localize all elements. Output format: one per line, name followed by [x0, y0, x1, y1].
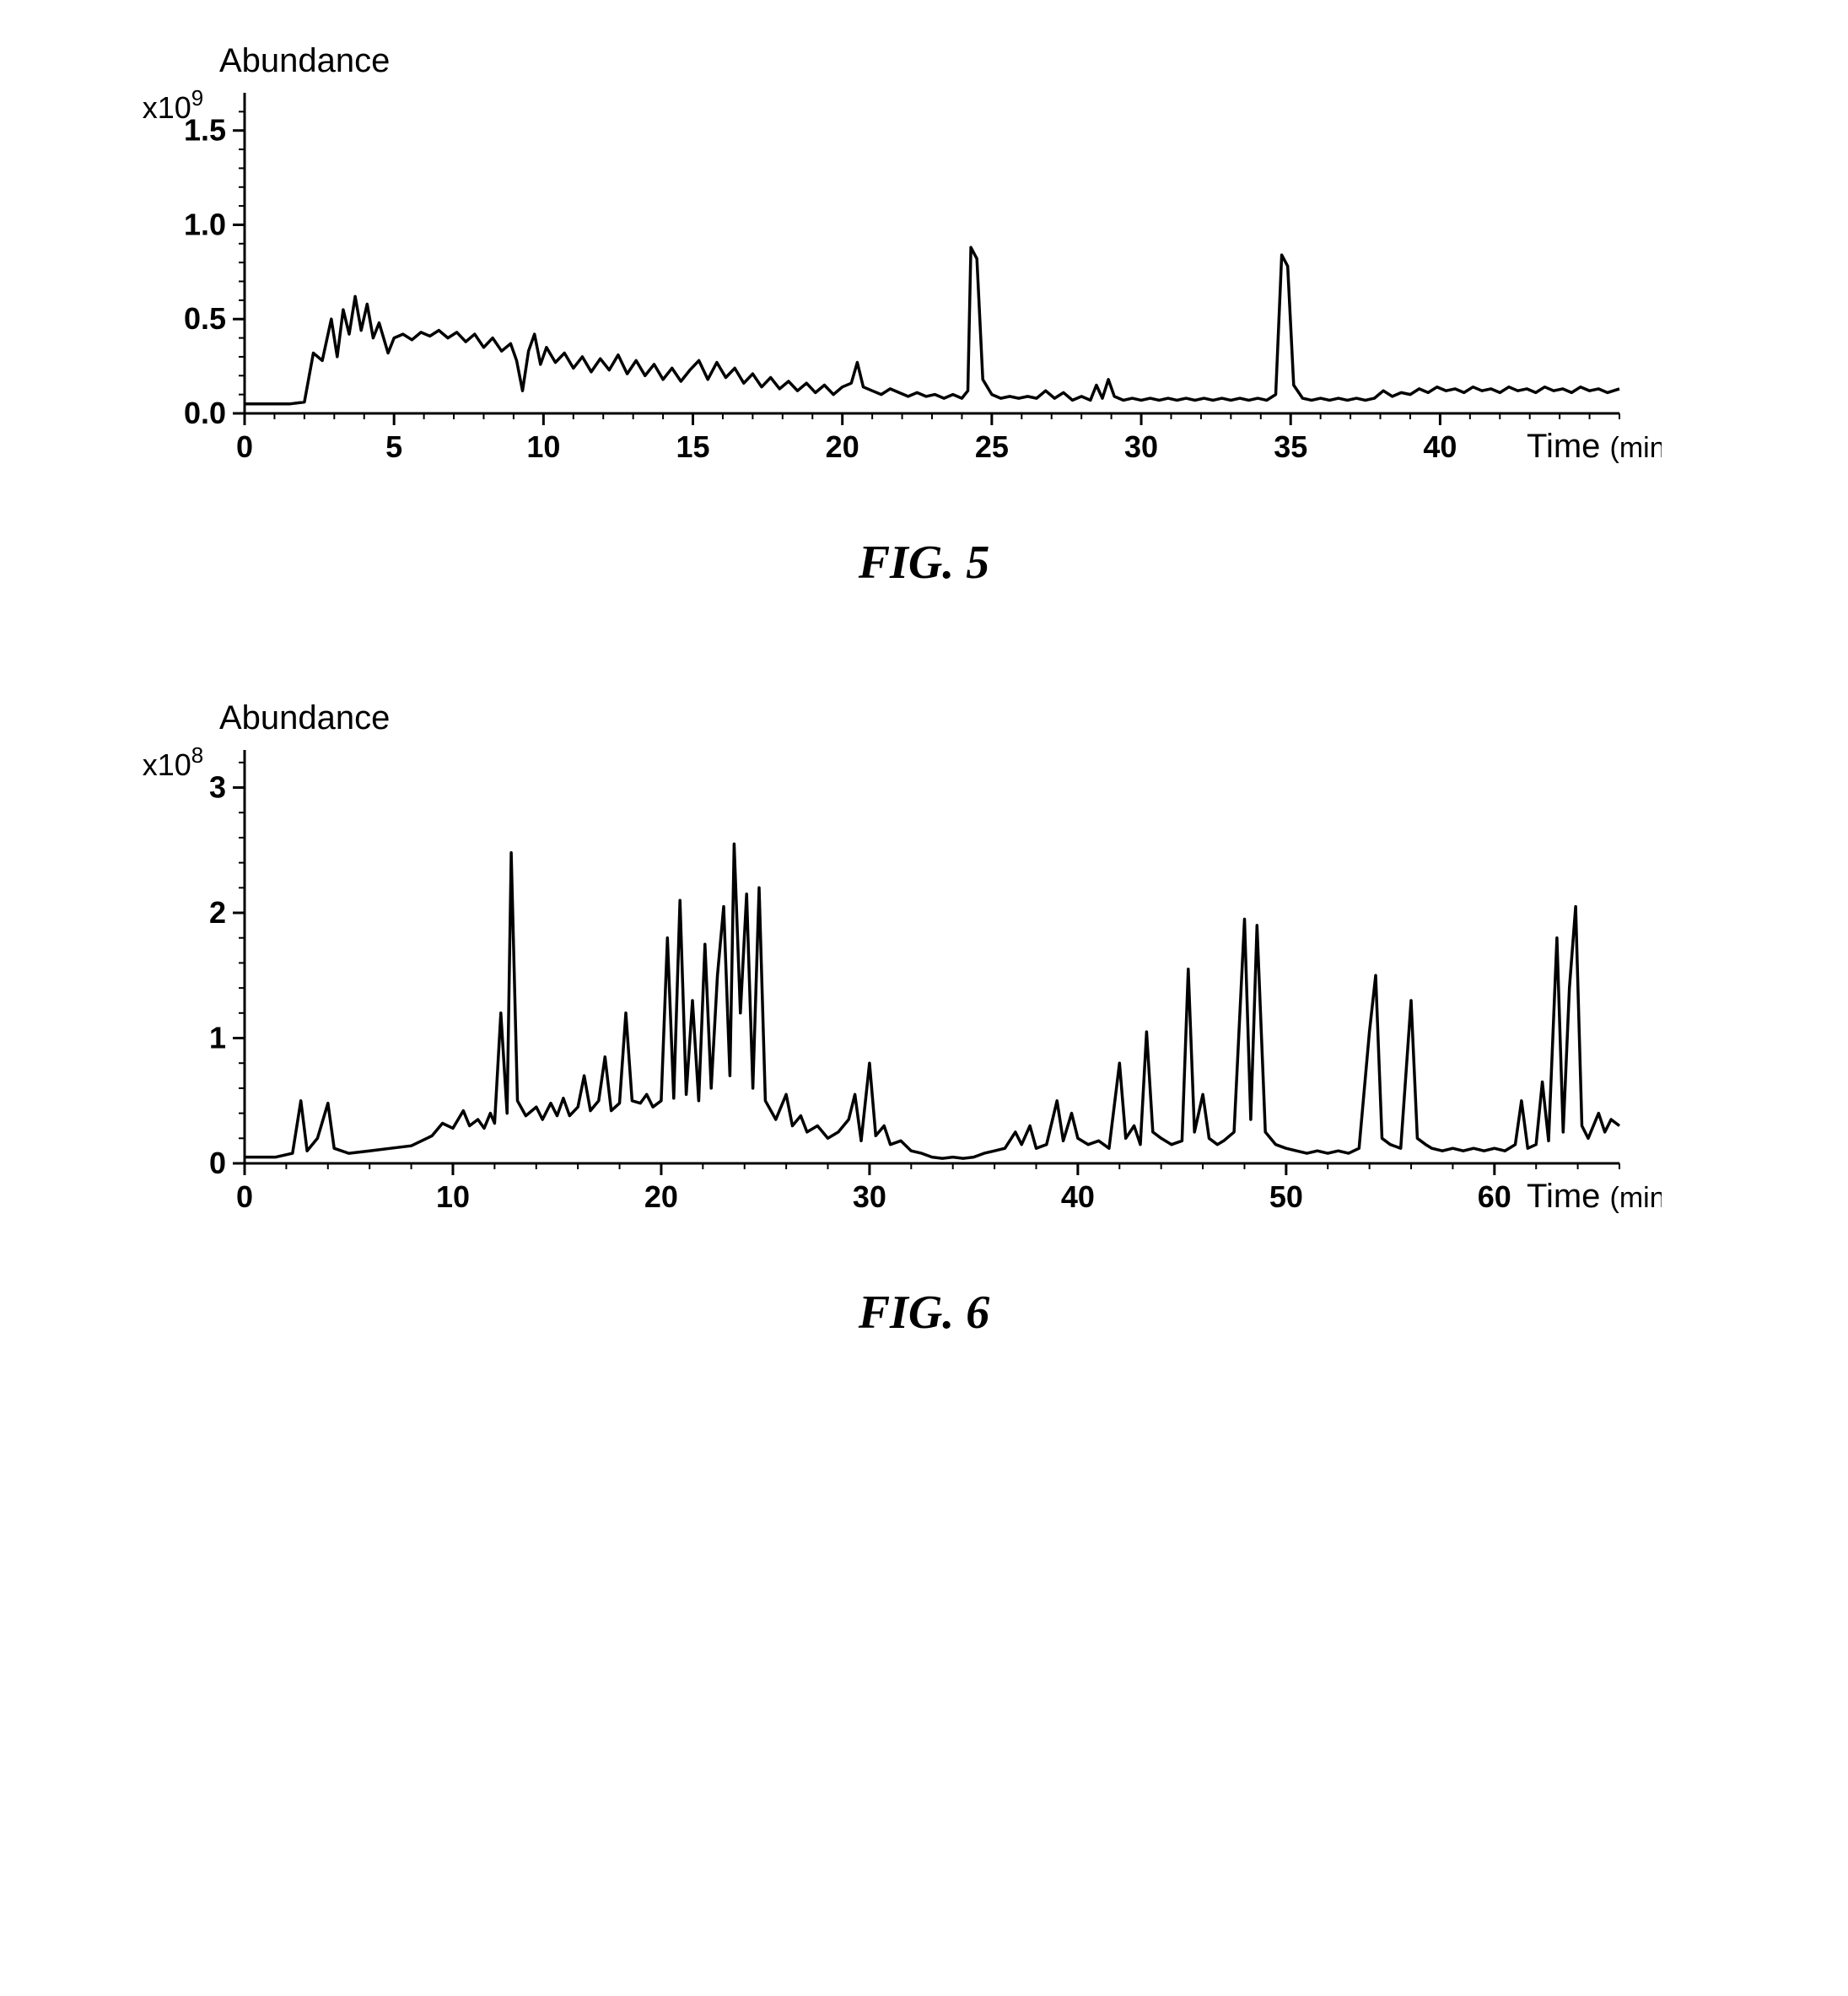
yscale-label: x108	[143, 742, 204, 782]
fig5-title: FIG. 5	[34, 536, 1814, 590]
chromatogram-trace	[245, 844, 1619, 1158]
ytick-label: 1	[209, 1021, 226, 1055]
xtick-label: 40	[1061, 1179, 1095, 1214]
xtick-label: 20	[644, 1179, 678, 1214]
xlabel: Time (min)	[1527, 1178, 1662, 1215]
ylabel: Abundance	[219, 42, 390, 79]
xtick-label: 40	[1423, 429, 1457, 464]
xtick-label: 35	[1274, 429, 1307, 464]
ytick-label: 2	[209, 895, 226, 930]
xtick-label: 10	[526, 429, 560, 464]
xtick-label: 0	[236, 1179, 253, 1214]
ytick-label: 0.0	[184, 396, 226, 430]
ytick-label: 1.0	[184, 207, 226, 241]
xtick-label: 30	[853, 1179, 886, 1214]
fig6-chart-wrapper: Abundance x108 0 10 20 30 40 50 60 0 1 2 3 Time (min)	[101, 691, 1814, 1243]
xtick-label: 5	[385, 429, 402, 464]
fig5-chart-wrapper: Abundancex10905101520253035400.00.51.01.…	[101, 34, 1814, 494]
fig5-svg: Abundancex10905101520253035400.00.51.01.…	[101, 34, 1662, 489]
xtick-label: 20	[826, 429, 859, 464]
xtick-label: 15	[676, 429, 709, 464]
ytick-label: 1.5	[184, 113, 226, 148]
ytick-label: 0	[209, 1146, 226, 1180]
xtick-label: 0	[236, 429, 253, 464]
xtick-label: 60	[1478, 1179, 1511, 1214]
figure-6-container: Abundance x108 0 10 20 30 40 50 60 0 1 2 3 Time (min)…	[34, 691, 1814, 1340]
ylabel: Abundance	[219, 699, 390, 736]
xtick-label: 10	[436, 1179, 470, 1214]
fig6-svg: Abundance x108 0 10 20 30 40 50 60 0 1 2 3 Time (min)	[101, 691, 1662, 1239]
xlabel: Time (min)	[1527, 428, 1662, 465]
chromatogram-trace	[245, 247, 1619, 404]
ytick-label: 0.5	[184, 301, 226, 336]
xtick-label: 30	[1124, 429, 1158, 464]
figure-5-container: Abundancex10905101520253035400.00.51.01.…	[34, 34, 1814, 590]
xtick-label: 50	[1269, 1179, 1303, 1214]
fig6-title: FIG. 6	[34, 1286, 1814, 1340]
xtick-label: 25	[975, 429, 1009, 464]
ytick-label: 3	[209, 770, 226, 805]
